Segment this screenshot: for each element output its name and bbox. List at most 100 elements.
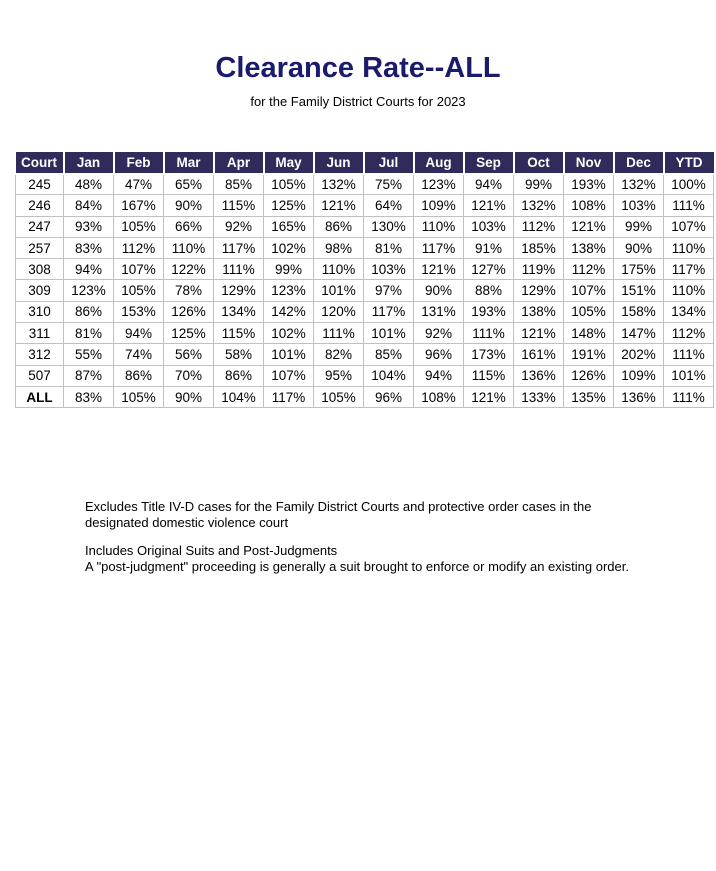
clearance-table: Court Jan Feb Mar Apr May Jun Jul Aug Sep Oct Nov De… <box>15 152 714 409</box>
rate-cell-311-may: 102% <box>263 322 314 345</box>
court-cell-311: 311 <box>15 322 64 345</box>
rate-cell-all-may: 117% <box>263 385 314 409</box>
table-row-247: 247 93% 105% 66% 92% 165% 86% 130% 110% 103% 112% 1… <box>15 215 714 238</box>
rate-cell-310-jan: 86% <box>63 300 114 324</box>
rate-cell-245-jul: 75% <box>363 172 414 196</box>
rate-cell-246-may: 125% <box>263 194 314 217</box>
rate-cell-310-jun: 120% <box>313 300 364 324</box>
rate-cell-309-feb: 105% <box>113 279 164 302</box>
rate-cell-310-ytd: 134% <box>663 300 714 324</box>
rate-cell-311-feb: 94% <box>113 322 164 345</box>
rate-cell-308-jun: 110% <box>313 258 364 281</box>
rate-cell-507-feb: 86% <box>113 364 164 387</box>
column-header-apr: Apr <box>212 152 264 175</box>
column-header-jul: Jul <box>362 152 414 175</box>
rate-cell-all-ytd: 111% <box>663 385 714 409</box>
rate-cell-247-apr: 92% <box>213 215 264 238</box>
rate-cell-310-may: 142% <box>263 300 314 324</box>
rate-cell-312-feb: 74% <box>113 343 164 366</box>
rate-cell-246-ytd: 111% <box>663 194 714 217</box>
rate-cell-246-jan: 84% <box>63 194 114 217</box>
footnote-exclusions: Excludes Title IV-D cases for the Family… <box>85 499 645 532</box>
rate-cell-308-jan: 94% <box>63 258 114 281</box>
column-header-aug: Aug <box>412 152 464 175</box>
rate-cell-311-jan: 81% <box>63 322 114 345</box>
rate-cell-all-dec: 136% <box>613 385 664 409</box>
rate-cell-312-jul: 85% <box>363 343 414 366</box>
rate-cell-311-nov: 148% <box>563 322 614 345</box>
rate-cell-308-ytd: 117% <box>663 258 714 281</box>
rate-cell-247-may: 165% <box>263 215 314 238</box>
rate-cell-245-aug: 123% <box>413 172 464 196</box>
footnote-line: Excludes Title IV-D cases for the Family… <box>85 499 592 514</box>
rate-cell-245-jan: 48% <box>63 172 114 196</box>
rate-cell-308-aug: 121% <box>413 258 464 281</box>
rate-cell-246-jun: 121% <box>313 194 364 217</box>
table-row-309: 309 123% 105% 78% 129% 123% 101% 97% 90% 88% 129% 1… <box>15 279 714 302</box>
rate-cell-309-sep: 88% <box>463 279 514 302</box>
footnote-line: designated domestic violence court <box>85 515 289 531</box>
table-row-257: 257 83% 112% 110% 117% 102% 98% 81% 117% 91% 185% 1… <box>15 236 714 260</box>
rate-cell-312-nov: 191% <box>563 343 614 366</box>
court-cell-309: 309 <box>15 279 64 302</box>
rate-cell-245-feb: 47% <box>113 172 164 196</box>
clearance-table-container: Court Jan Feb Mar Apr May Jun Jul Aug Sep Oct Nov De… <box>15 152 714 409</box>
column-header-oct: Oct <box>512 152 564 175</box>
rate-cell-247-oct: 112% <box>513 215 564 238</box>
rate-cell-309-jul: 97% <box>363 279 414 302</box>
court-cell-246: 246 <box>15 194 64 217</box>
column-header-ytd: YTD <box>662 152 714 175</box>
rate-cell-257-oct: 185% <box>513 236 564 260</box>
rate-cell-257-dec: 90% <box>613 236 664 260</box>
rate-cell-245-oct: 99% <box>513 172 564 196</box>
rate-cell-257-jun: 98% <box>313 236 364 260</box>
footnote-line: A "post-judgment" proceeding is generall… <box>85 559 629 575</box>
rate-cell-247-nov: 121% <box>563 215 614 238</box>
column-header-jun: Jun <box>312 152 364 175</box>
rate-cell-308-oct: 119% <box>513 258 564 281</box>
rate-cell-309-may: 123% <box>263 279 314 302</box>
rate-cell-308-feb: 107% <box>113 258 164 281</box>
rate-cell-257-feb: 112% <box>113 236 164 260</box>
court-cell-245: 245 <box>15 172 64 196</box>
rate-cell-247-jun: 86% <box>313 215 364 238</box>
rate-cell-507-nov: 126% <box>563 364 614 387</box>
rate-cell-312-oct: 161% <box>513 343 564 366</box>
rate-cell-245-mar: 65% <box>163 172 214 196</box>
rate-cell-309-mar: 78% <box>163 279 214 302</box>
column-header-feb: Feb <box>112 152 164 175</box>
rate-cell-312-ytd: 111% <box>663 343 714 366</box>
rate-cell-all-oct: 133% <box>513 385 564 409</box>
rate-cell-310-dec: 158% <box>613 300 664 324</box>
column-header-mar: Mar <box>162 152 214 175</box>
rate-cell-309-apr: 129% <box>213 279 264 302</box>
page-subtitle: for the Family District Courts for 2023 <box>250 94 466 109</box>
rate-cell-247-feb: 105% <box>113 215 164 238</box>
rate-cell-312-sep: 173% <box>463 343 514 366</box>
rate-cell-311-sep: 111% <box>463 322 514 345</box>
rate-cell-257-may: 102% <box>263 236 314 260</box>
rate-cell-257-ytd: 110% <box>663 236 714 260</box>
rate-cell-all-nov: 135% <box>563 385 614 409</box>
table-row-311: 311 81% 94% 125% 115% 102% 111% 101% 92% 111% 121%… <box>15 322 714 345</box>
rate-cell-507-may: 107% <box>263 364 314 387</box>
page-title: Clearance Rate--ALL <box>215 52 501 84</box>
rate-cell-309-oct: 129% <box>513 279 564 302</box>
column-header-may: May <box>262 152 314 175</box>
rate-cell-245-jun: 132% <box>313 172 364 196</box>
rate-cell-310-oct: 138% <box>513 300 564 324</box>
rate-cell-507-ytd: 101% <box>663 364 714 387</box>
rate-cell-310-sep: 193% <box>463 300 514 324</box>
rate-cell-247-aug: 110% <box>413 215 464 238</box>
rate-cell-all-jun: 105% <box>313 385 364 409</box>
footnotes: Excludes Title IV-D cases for the Family… <box>85 499 645 576</box>
rate-cell-247-dec: 99% <box>613 215 664 238</box>
rate-cell-507-jun: 95% <box>313 364 364 387</box>
rate-cell-246-apr: 115% <box>213 194 264 217</box>
rate-cell-257-jan: 83% <box>63 236 114 260</box>
rate-cell-309-ytd: 110% <box>663 279 714 302</box>
rate-cell-308-sep: 127% <box>463 258 514 281</box>
table-row-245: 245 48% 47% 65% 85% 105% 132% 75% 123% 94% 99% 193%… <box>15 172 714 196</box>
rate-cell-311-ytd: 112% <box>663 322 714 345</box>
